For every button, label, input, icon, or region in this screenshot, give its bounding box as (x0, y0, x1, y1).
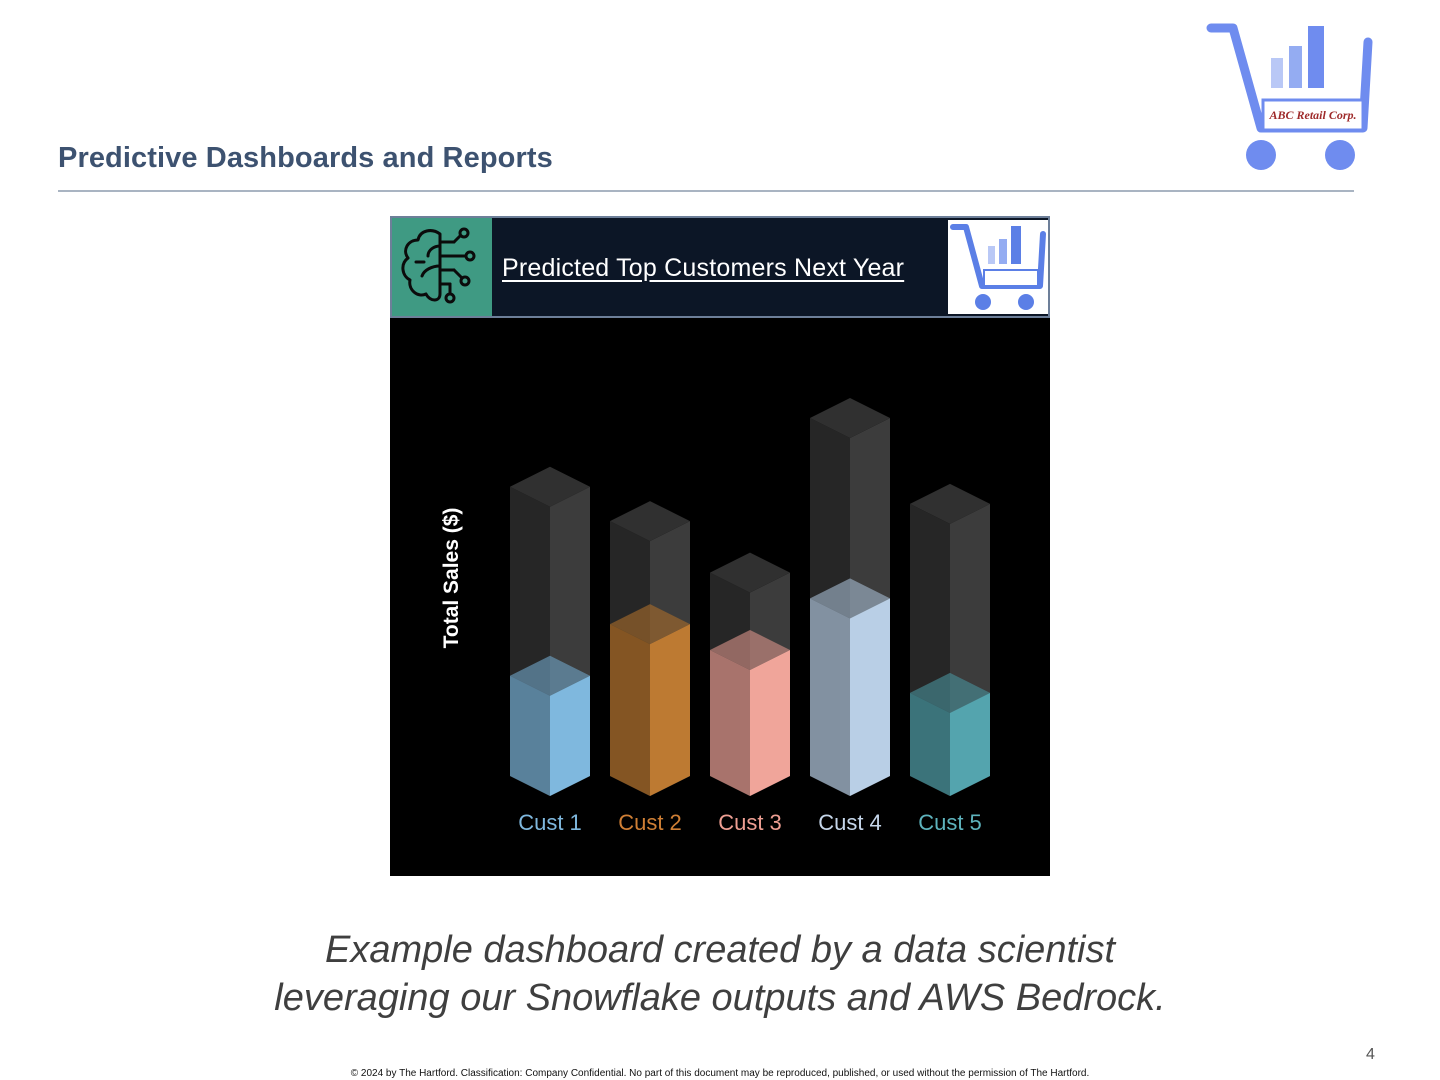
bar-fill-right (950, 692, 990, 796)
bar-fill-left (910, 692, 950, 796)
dashboard-mini-logo (948, 220, 1048, 314)
bar-chart: Total Sales ($) Cust 1 Cust 2 Cust 3 Cust 4… (440, 398, 990, 835)
bar-capacity-top (910, 483, 990, 524)
chart-area: Total Sales ($) Cust 1 Cust 2 Cust 3 Cust 4… (392, 318, 1048, 874)
slide-caption: Example dashboard created by a data scie… (0, 926, 1440, 1022)
bar-fill-top (510, 655, 590, 696)
bar-fill-right (650, 624, 690, 796)
shopping-cart-chart-icon: ABC Retail Corp. (1206, 23, 1373, 170)
bar-capacity-top (710, 552, 790, 593)
abc-retail-logo: ABC Retail Corp. (1203, 20, 1373, 175)
x-tick-label: Cust 4 (818, 810, 882, 835)
x-tick-label: Cust 5 (918, 810, 982, 835)
bar-fill-left (810, 598, 850, 796)
bar-5 (910, 483, 990, 796)
x-tick-label: Cust 1 (518, 810, 582, 835)
logo-text: ABC Retail Corp. (1268, 108, 1356, 122)
dashboard-title: Predicted Top Customers Next Year (502, 254, 905, 282)
ai-icon-tile (392, 218, 492, 316)
bar-fill-top (710, 629, 790, 670)
bar-fill-left (610, 624, 650, 796)
bar-fill-top (810, 578, 890, 619)
x-tick-label: Cust 3 (718, 810, 782, 835)
bar-capacity-top (610, 501, 690, 542)
bar-fill-right (750, 649, 790, 796)
x-tick-label: Cust 2 (618, 810, 682, 835)
bar-fill-right (850, 598, 890, 796)
ai-brain-circuit-icon (401, 227, 476, 304)
bar-fill-top (610, 604, 690, 645)
bar-capacity-top (510, 466, 590, 507)
bar-fill-left (710, 649, 750, 796)
dashboard-panel: Predicted Top Customers Next Year Total … (390, 216, 1050, 876)
bar-fill-top (910, 672, 990, 713)
slide-title: Predictive Dashboards and Reports (58, 142, 553, 174)
dashboard-header: Predicted Top Customers Next Year (390, 216, 1050, 318)
caption-line-2: leveraging our Snowflake outputs and AWS… (274, 977, 1166, 1019)
y-axis-label: Total Sales ($) (440, 508, 463, 649)
bar-fill-left (510, 675, 550, 796)
title-divider (58, 190, 1354, 192)
page-number: 4 (1366, 1046, 1375, 1063)
bar-2 (610, 501, 690, 796)
bar-4 (810, 398, 890, 796)
bar-1 (510, 466, 590, 796)
bar-fill-right (550, 675, 590, 796)
bar-3 (710, 552, 790, 796)
footer-disclaimer: © 2024 by The Hartford. Classification: … (350, 1068, 1090, 1079)
bar-capacity-top (810, 398, 890, 438)
shopping-cart-chart-icon (950, 224, 1046, 310)
caption-line-1: Example dashboard created by a data scie… (324, 929, 1116, 971)
